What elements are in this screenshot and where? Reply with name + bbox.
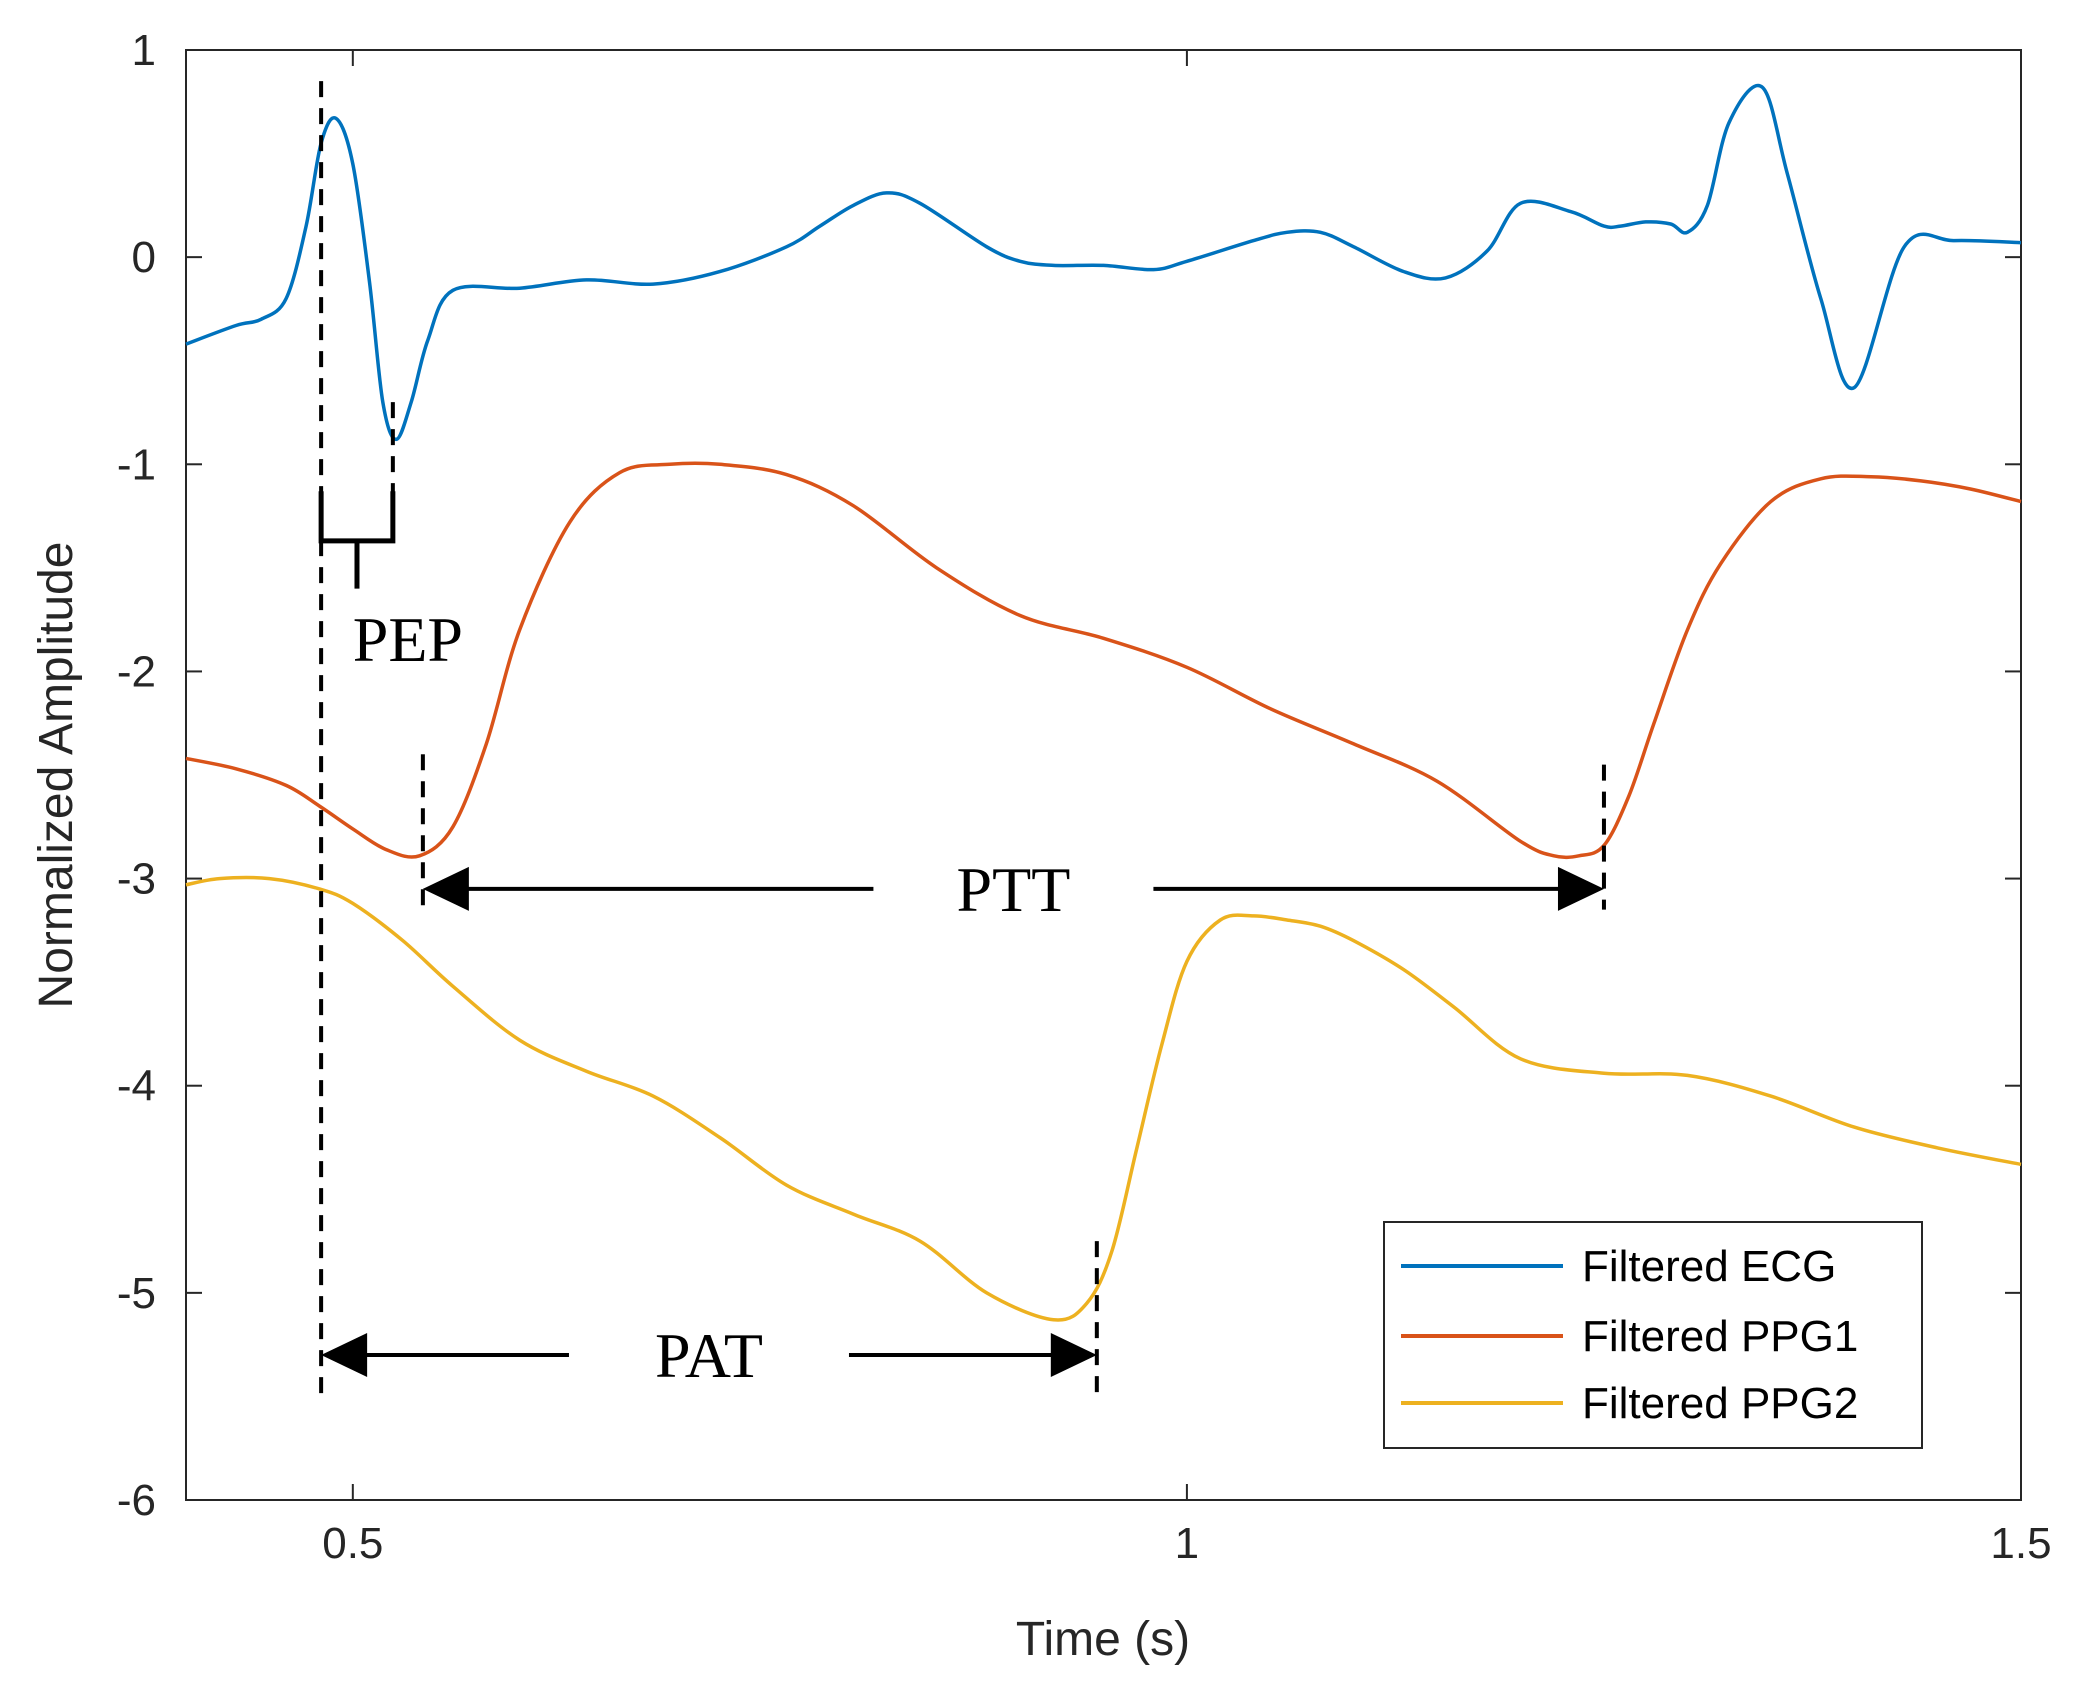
- series-layer: [185, 83, 2022, 1322]
- pep-bracket: [318, 491, 396, 589]
- y-tick-label: -4: [117, 1062, 156, 1111]
- series-line-ppg2: [185, 875, 2022, 1322]
- ptt-arrowhead-right: [1557, 866, 1604, 911]
- x-tick-label: 1.5: [1990, 1519, 2051, 1568]
- pat-label: PAT: [655, 1320, 763, 1391]
- legend-label-ppg2: Filtered PPG2: [1582, 1379, 1858, 1428]
- y-tick-label: 0: [132, 233, 156, 282]
- y-tick-label: -3: [117, 855, 156, 904]
- legend-label-ecg: Filtered ECG: [1582, 1242, 1836, 1291]
- ticks-layer: 0.5 1 1.5 1 0 -1 -2 -3 -4 -5 -6: [117, 26, 2052, 1568]
- y-tick-label: 1: [132, 26, 156, 75]
- pat-arrowhead-right: [1050, 1333, 1097, 1377]
- series-line-ecg: [185, 83, 2022, 442]
- ptt-label: PTT: [957, 854, 1071, 925]
- y-tick-label: -2: [117, 647, 156, 696]
- x-axis-label: Time (s): [1016, 1613, 1190, 1666]
- annotations-layer: PEP PTT PAT: [318, 81, 1606, 1397]
- series-line-ppg1: [185, 461, 2022, 860]
- y-axis-label: Normalized Amplitude: [30, 542, 83, 1009]
- legend-label-ppg1: Filtered PPG1: [1582, 1312, 1858, 1361]
- y-tick-label: -5: [117, 1269, 156, 1318]
- y-tick-label: -1: [117, 440, 156, 489]
- pat-arrowhead-left: [321, 1333, 368, 1377]
- pep-label: PEP: [353, 604, 463, 675]
- legend: Filtered ECG Filtered PPG1 Filtered PPG2: [1383, 1221, 1923, 1449]
- ptt-arrowhead-left: [422, 866, 469, 911]
- x-tick-label: 0.5: [322, 1519, 383, 1568]
- y-tick-label: -6: [117, 1476, 156, 1525]
- x-tick-label: 1: [1175, 1519, 1199, 1568]
